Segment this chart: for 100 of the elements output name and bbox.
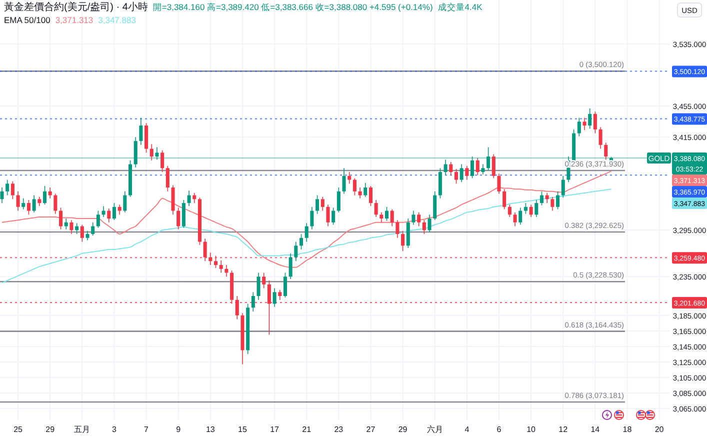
candlestick [288,252,292,280]
candlestick [588,108,592,130]
candlestick [438,168,442,199]
candlestick [454,168,458,184]
candlestick [449,162,453,176]
candlestick [336,187,340,213]
annotation: 3,347.883 [98,15,136,25]
candlestick [368,186,372,207]
x-tick-label: 29 [398,425,408,434]
x-tick-label: 25 [14,425,24,434]
candlestick [251,292,255,312]
candlestick [518,207,522,226]
x-tick-label: 12 [558,425,568,434]
candlestick [48,187,52,199]
candlestick [348,172,352,184]
candlestick [182,200,186,228]
candlestick [262,272,266,289]
candlestick [326,204,330,227]
annotation: 成交量4.4K [438,2,483,12]
candlestick [406,218,410,248]
candlestick [278,289,282,300]
candlestick [550,196,554,212]
x-tick-label: 六月 [426,425,443,434]
candlestick [32,194,36,213]
candlestick [80,224,84,242]
candlestick [316,194,320,214]
candlestick [144,122,148,154]
x-tick-label: 21 [302,425,312,434]
candlestick [396,220,400,238]
candlestick [304,222,308,242]
candlestick [112,202,116,220]
candlestick [96,210,100,228]
chart-title: 黃金差價合約(美元/盎司) · 4小時 [4,1,148,13]
candlestick [171,184,175,216]
candlestick [417,212,421,227]
candlestick [556,191,560,210]
x-tick-label: 10 [526,425,536,434]
candlestick [401,230,405,252]
candlestick [332,207,336,226]
candlestick [134,136,138,168]
candlestick [64,218,68,230]
candlestick [352,178,356,196]
candlestick [534,200,538,218]
candlestick [390,208,394,227]
x-tick-label: 6 [496,425,502,434]
candlestick [342,168,346,194]
candlestick [444,159,448,176]
candlestick [486,146,490,171]
candlestick [6,179,10,196]
x-tick-label: 20 [654,425,664,434]
candlestick [54,193,58,214]
candlestick [460,164,464,183]
x-tick-label: 3 [112,425,117,434]
x-tick-label: 17 [270,425,280,434]
candlestick [256,272,260,300]
candlestick [59,207,63,230]
candlestick [70,220,74,234]
candlestick [604,142,608,162]
x-tick-label: 27 [366,425,376,434]
x-tick-label: 29 [46,425,56,434]
candlestick [272,288,276,308]
candlestick [412,210,416,226]
candlestick [187,190,191,207]
candlestick [160,150,164,172]
candlestick [598,126,602,150]
candlestick [300,234,304,250]
candlestick [38,196,42,207]
candlestick [433,191,437,220]
candlestick [107,208,111,223]
candlestick [42,186,47,205]
candlestick [320,196,324,212]
x-tick-label: 9 [176,425,182,434]
x-tick-label: 18 [622,425,632,434]
candlestick [10,180,14,200]
candlestick [91,222,95,236]
candlestick [524,202,528,214]
candlestick [22,198,26,210]
x-tick-label: 4 [464,425,470,434]
candlestick [497,173,501,194]
candlestick [0,187,4,204]
candlestick [283,272,287,298]
candlestick [86,230,90,241]
candlestick [428,214,432,233]
candlestick [476,158,480,176]
candlestick [380,212,384,223]
candlestick [385,206,389,222]
candlestick [26,200,30,216]
candlestick [374,200,378,218]
candlestick [123,191,127,213]
candlestick [540,191,544,206]
candlestick [577,117,581,137]
candlestick [358,187,362,199]
text: EMA 50/100 [4,15,51,25]
candlestick [139,117,143,146]
candlestick [422,220,426,234]
candlestick [219,260,223,274]
x-tick-label: 13 [206,425,216,434]
candlestick [118,204,122,216]
candlestick [150,144,154,161]
candlestick [508,204,512,218]
